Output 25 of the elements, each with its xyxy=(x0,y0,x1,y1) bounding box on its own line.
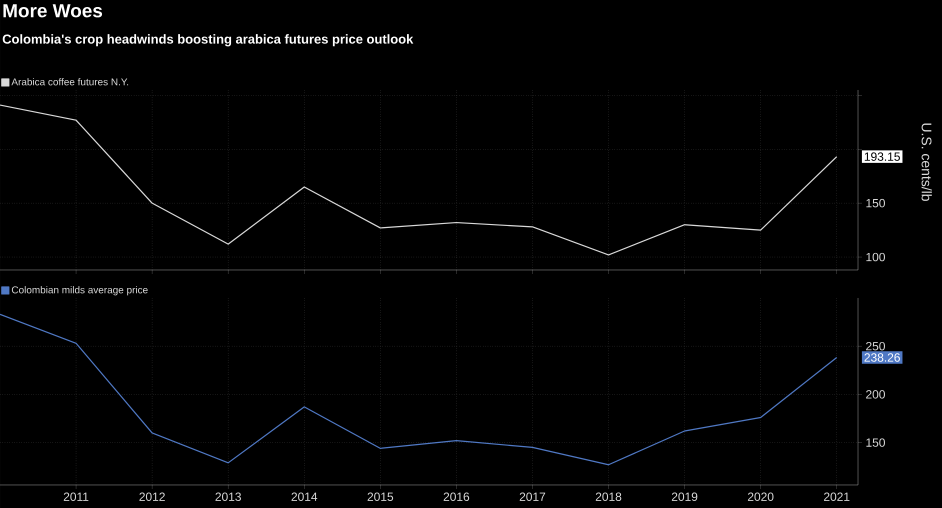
legend-label: Colombian milds average price xyxy=(12,286,148,296)
x-tick-label: 2013 xyxy=(216,492,241,501)
x-tick-label: 2019 xyxy=(672,492,698,501)
y-tick-label: 150 xyxy=(866,198,885,208)
x-tick-label: 2016 xyxy=(444,492,470,501)
y-tick-label: 250 xyxy=(866,342,885,350)
annotation: 193.15 xyxy=(864,152,900,161)
line-series xyxy=(0,314,838,466)
chart-title: More Woes xyxy=(3,4,102,18)
x-tick-label: 2015 xyxy=(368,492,394,501)
legend-label: Arabica coffee futures N.Y. xyxy=(11,78,128,86)
x-tick-label: 2017 xyxy=(520,492,546,501)
y-tick-label: 200 xyxy=(866,390,885,399)
x-tick-label: 2012 xyxy=(139,492,165,501)
y-tick-label: 100 xyxy=(866,252,885,262)
x-tick-label: 2021 xyxy=(824,492,850,501)
y-tick-label: 150 xyxy=(866,438,885,447)
chart-subtitle: Colombia's crop headwinds boosting arabica futures price outlook xyxy=(2,34,414,46)
x-tick-label: 2018 xyxy=(596,492,622,501)
x-tick-label: 2011 xyxy=(64,492,88,501)
x-tick-label: 2020 xyxy=(748,492,774,501)
y-axis-title: U.S. cents/lb xyxy=(922,124,932,201)
annotation: 238.26 xyxy=(864,353,900,362)
x-tick-label: 2014 xyxy=(292,492,318,501)
line-series xyxy=(0,104,838,256)
